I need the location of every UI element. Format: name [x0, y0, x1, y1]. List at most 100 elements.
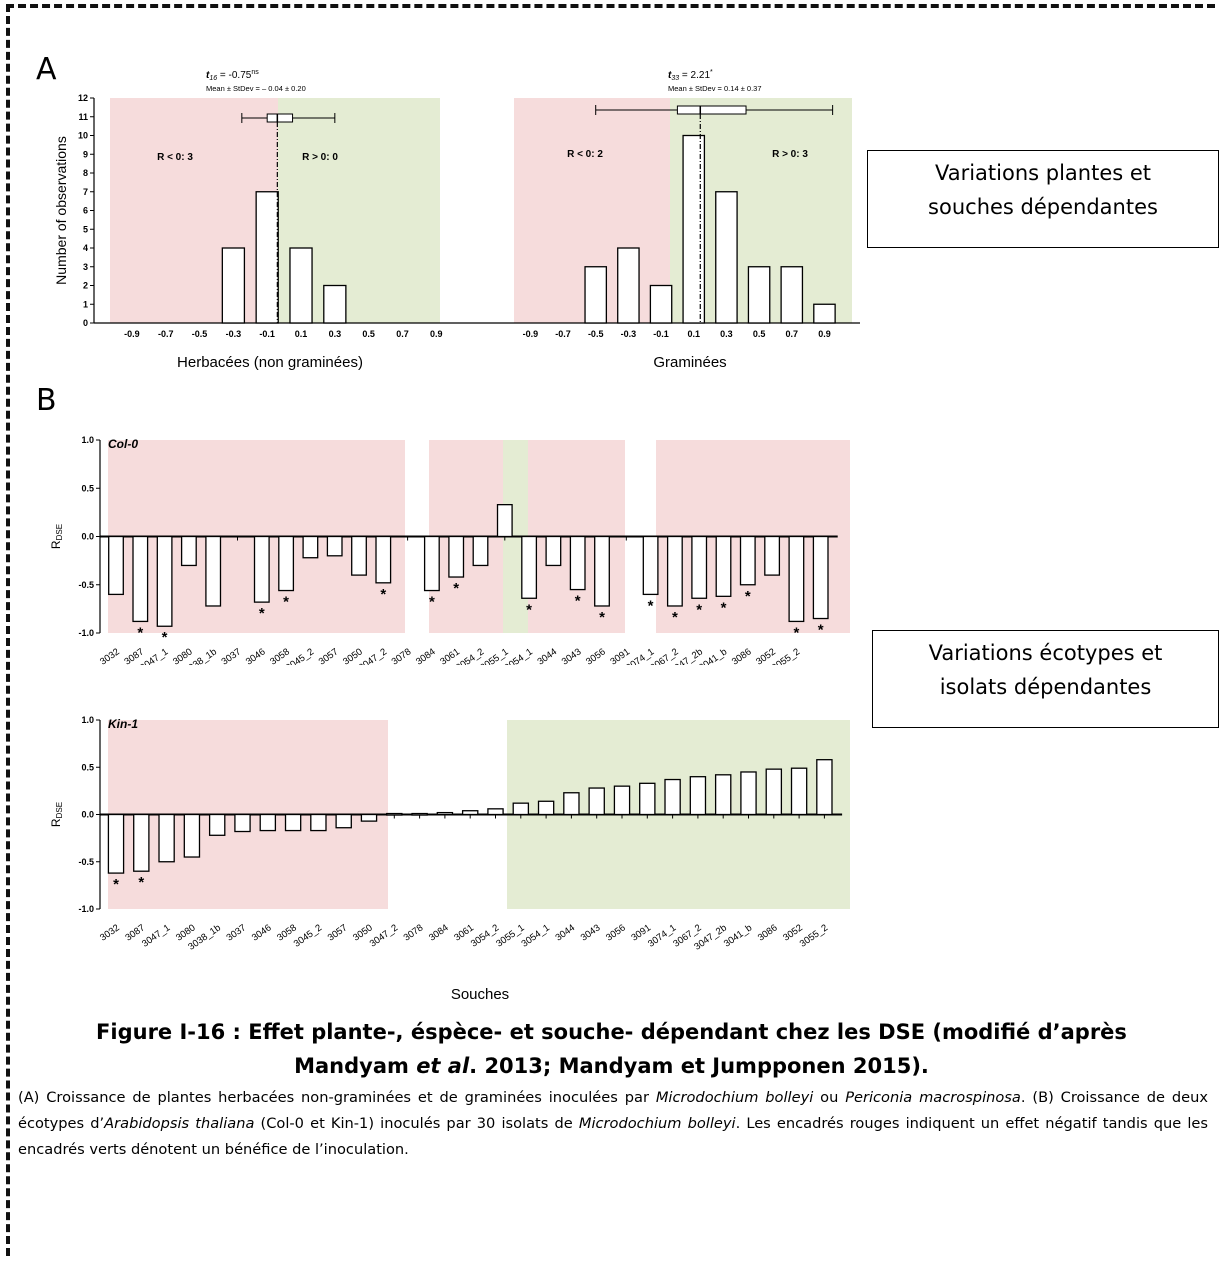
caption-body-segment: Arabidopsis thaliana	[104, 1115, 255, 1132]
x-tick-label: 0.1	[687, 329, 700, 339]
x-tick-label: 0.9	[818, 329, 831, 339]
data-bar	[158, 813, 175, 863]
negative-zone	[110, 98, 278, 323]
caption-author: Mandyam	[294, 1054, 417, 1078]
dashed-frame	[6, 4, 1215, 1256]
significance-star: *	[138, 874, 144, 891]
significance-star: *	[526, 601, 532, 618]
y-tick-label: 0.0	[81, 810, 94, 820]
x-tick-label: 3054_1	[520, 922, 552, 949]
significance-star: *	[793, 624, 799, 641]
y-tick-label: 0.5	[81, 762, 94, 772]
y-tick-label: 6	[83, 206, 88, 216]
data-bar	[740, 771, 757, 816]
x-tick-label: 0.9	[430, 329, 443, 339]
significance-star: *	[113, 876, 119, 893]
y-axis-label: RDSE	[49, 802, 64, 827]
y-tick-label: 4	[83, 243, 88, 253]
data-bar	[436, 811, 454, 816]
x-tick-label: 3086	[756, 922, 780, 943]
r-negative-label: R < 0: 2	[567, 149, 603, 160]
significance-star: *	[672, 609, 678, 626]
y-tick-label: 0.0	[81, 532, 94, 542]
significance-star: *	[818, 622, 824, 639]
x-tick-label: -0.1	[259, 329, 275, 339]
data-bar	[588, 787, 605, 816]
data-bar	[351, 535, 367, 576]
data-bar	[259, 813, 277, 832]
y-tick-label: 5	[83, 224, 88, 234]
x-tick-label: -0.9	[124, 329, 140, 339]
caption-body-segment: Microdochium bolleyi	[655, 1089, 814, 1106]
box-iqr	[266, 113, 294, 123]
x-axis-label: Graminées	[653, 354, 726, 371]
x-tick-label: 3032	[98, 922, 122, 943]
x-tick-label: 3037	[220, 646, 244, 665]
caption-body-segment: (A) Croissance de plantes herbacées non-…	[18, 1089, 656, 1106]
x-tick-label: 3055_2	[798, 922, 830, 949]
x-tick-label: 3084	[427, 922, 451, 943]
caption-years: . 2013; Mandyam et Jumpponen 2015).	[469, 1054, 929, 1078]
y-tick-label: 8	[83, 168, 88, 178]
data-bar	[691, 535, 708, 599]
y-tick-label: -1.0	[78, 628, 94, 638]
significance-star: *	[380, 586, 386, 603]
histogram-bar	[289, 247, 313, 324]
figure-caption-title: Figure I-16 : Effet plante-, éspèce- et …	[20, 1015, 1203, 1083]
y-tick-label: 1.0	[81, 715, 94, 725]
data-bar	[639, 782, 656, 816]
x-tick-label: 3044	[535, 646, 559, 665]
stat-mean-sd: Mean ± StDev = – 0.04 ± 0.20	[206, 84, 306, 93]
caption-title-line2: Mandyam et al. 2013; Mandyam et Jumppone…	[20, 1049, 1203, 1083]
data-bar	[664, 778, 681, 816]
data-bar	[107, 813, 125, 874]
side-box-b-line1: Variations écotypes et	[928, 641, 1163, 665]
histogram-bar	[747, 266, 771, 324]
x-tick-label: 3056	[604, 922, 628, 943]
r-positive-label: R > 0: 3	[772, 149, 808, 160]
x-tick-label: -0.9	[523, 329, 539, 339]
data-bar	[448, 535, 465, 578]
data-bar	[563, 792, 580, 816]
data-bar	[714, 774, 732, 816]
significance-star: *	[283, 594, 289, 611]
caption-body-segment: Microdochium bolleyi	[578, 1115, 736, 1132]
data-bar	[496, 504, 513, 538]
x-axis-label: Souches	[451, 986, 509, 1003]
x-tick-label: 0.3	[329, 329, 342, 339]
stat-t-value: t33 = 2.21*	[668, 69, 713, 82]
data-bar	[423, 535, 440, 592]
data-bar	[208, 813, 226, 836]
x-tick-label: 3084	[414, 646, 438, 665]
stat-t-value: t16 = -0.75ns	[206, 69, 259, 82]
data-bar	[512, 802, 530, 816]
x-tick-label: 0.7	[396, 329, 409, 339]
significance-star: *	[648, 597, 654, 614]
data-bar	[133, 813, 150, 872]
side-box-a: Variations plantes et souches dépendante…	[867, 150, 1219, 248]
data-bar	[253, 535, 270, 603]
data-bar	[183, 813, 201, 858]
x-tick-label: 3044	[553, 922, 577, 943]
caption-body-segment: . Les encadrés rouges indiquent un effet…	[18, 1115, 1208, 1158]
x-tick-label: -0.3	[226, 329, 242, 339]
y-axis-label: RDSE	[49, 524, 64, 549]
data-bar	[689, 776, 707, 816]
histogram-bar	[649, 284, 673, 324]
data-bar	[521, 535, 538, 599]
data-bar	[205, 535, 222, 607]
data-bar	[156, 535, 173, 627]
x-tick-label: -0.7	[158, 329, 174, 339]
box-iqr	[676, 105, 747, 115]
r-positive-label: R > 0: 0	[302, 152, 338, 163]
panel-b-letter: B	[36, 383, 57, 418]
data-bar	[234, 813, 251, 833]
x-tick-label: 3043	[560, 646, 584, 665]
significance-star: *	[721, 599, 727, 616]
y-tick-label: 2	[83, 281, 88, 291]
histogram-bar	[221, 247, 246, 324]
data-bar	[765, 768, 783, 816]
y-tick-label: 11	[78, 112, 88, 122]
x-tick-label: 0.7	[786, 329, 799, 339]
x-tick-label: 0.5	[362, 329, 375, 339]
